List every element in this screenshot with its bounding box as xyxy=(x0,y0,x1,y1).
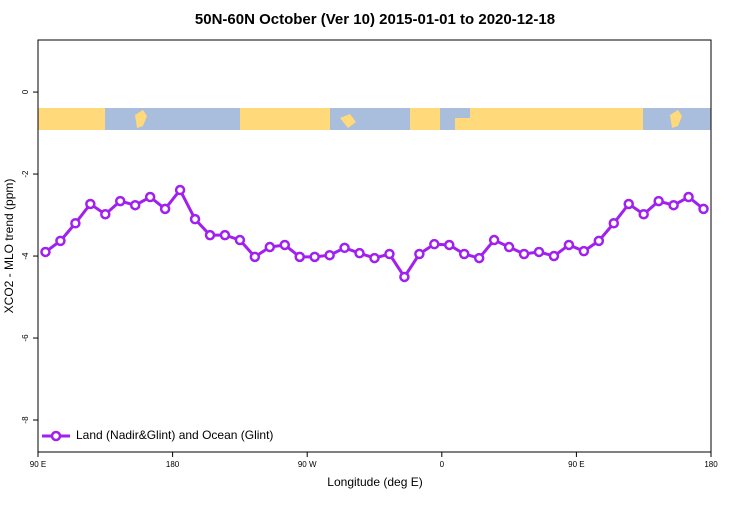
point xyxy=(40,246,51,258)
point xyxy=(174,184,186,196)
point xyxy=(100,208,111,220)
point xyxy=(668,199,679,211)
point xyxy=(234,234,246,246)
point xyxy=(414,248,425,260)
point xyxy=(623,198,634,210)
point xyxy=(309,251,320,263)
x-tick-label: 90 W xyxy=(298,460,317,469)
point xyxy=(384,248,395,260)
x-tick-label: 180 xyxy=(166,460,180,469)
map-band xyxy=(38,108,711,130)
y-axis-label: XCO2 - MLO trend (ppm) xyxy=(2,179,16,314)
point xyxy=(339,242,350,254)
point xyxy=(458,248,470,260)
series-line xyxy=(44,187,705,280)
point xyxy=(429,238,440,250)
point xyxy=(369,252,380,264)
y-tick-label: -2 xyxy=(21,170,30,178)
point xyxy=(85,198,96,210)
y-tick-label: -8 xyxy=(21,416,30,424)
point xyxy=(683,191,694,203)
point xyxy=(70,217,81,229)
point xyxy=(608,217,620,229)
point xyxy=(354,247,365,259)
point xyxy=(473,252,485,264)
point xyxy=(115,195,126,207)
point xyxy=(294,251,305,263)
point xyxy=(593,235,605,247)
point xyxy=(698,203,709,215)
point xyxy=(219,229,231,241)
y-tick-label: 0 xyxy=(21,89,30,94)
y-tick-label: -4 xyxy=(21,252,30,260)
point xyxy=(533,246,545,258)
point xyxy=(159,203,171,215)
point xyxy=(324,249,335,261)
x-tick-label: 90 E xyxy=(568,460,584,469)
point xyxy=(578,245,590,257)
plot-frame xyxy=(37,39,712,453)
point xyxy=(563,239,575,251)
point xyxy=(518,248,530,260)
x-tick-label: 90 E xyxy=(30,460,46,469)
x-tick-label: 180 xyxy=(704,460,718,469)
point xyxy=(488,234,500,246)
point xyxy=(129,199,141,211)
point xyxy=(653,195,664,207)
point xyxy=(279,239,291,251)
legend-label: Land (Nadir&Glint) and Ocean (Glint) xyxy=(76,428,273,442)
point xyxy=(548,250,560,262)
point xyxy=(189,213,201,225)
point xyxy=(249,251,261,263)
point xyxy=(55,235,66,247)
point xyxy=(264,241,276,253)
point xyxy=(444,239,455,251)
point xyxy=(144,191,156,203)
y-tick-label: -6 xyxy=(21,334,30,342)
legend-marker xyxy=(50,430,62,442)
point xyxy=(399,271,410,283)
x-axis-label: Longitude (deg E) xyxy=(327,475,422,489)
point xyxy=(204,229,216,241)
x-tick-label: 0 xyxy=(440,460,445,469)
point xyxy=(503,241,515,253)
point xyxy=(638,208,649,220)
chart-title: 50N-60N October (Ver 10) 2015-01-01 to 2… xyxy=(195,11,555,28)
